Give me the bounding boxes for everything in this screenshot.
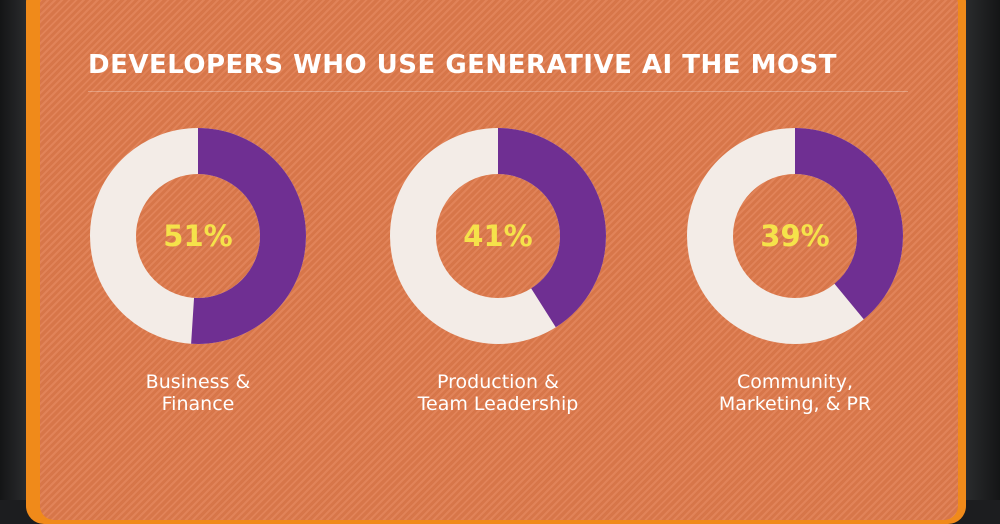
- donut-arc-value: [390, 128, 606, 344]
- percentage-label: 41%: [463, 219, 532, 253]
- category-label-line: Finance: [161, 393, 235, 415]
- category-label-line: Business &: [145, 371, 251, 393]
- donut-arc-value: [687, 128, 903, 344]
- donut-svg: 41%: [390, 128, 606, 344]
- right-dark-margin: [966, 0, 1000, 500]
- category-label: Business & Finance: [78, 371, 318, 415]
- category-label-line: Community,: [736, 371, 853, 393]
- infographic-card: [40, 0, 958, 520]
- left-dark-margin: [0, 0, 26, 500]
- donut-arc-value: [90, 128, 306, 344]
- donut-chart-production-team-leadership: 41% Production & Team Leadership: [378, 128, 618, 428]
- donut-svg: 39%: [687, 128, 903, 344]
- donut-chart-community-marketing-pr: 39% Community, Marketing, & PR: [675, 128, 915, 428]
- category-label: Community, Marketing, & PR: [675, 371, 915, 415]
- donut-svg: 51%: [90, 128, 306, 344]
- category-label-line: Marketing, & PR: [718, 393, 872, 415]
- category-label-line: Production &: [437, 371, 559, 393]
- category-label-line: Team Leadership: [417, 393, 579, 415]
- percentage-label: 51%: [163, 219, 232, 253]
- chart-title: DEVELOPERS WHO USE GENERATIVE AI THE MOS…: [88, 50, 838, 80]
- percentage-label: 39%: [760, 219, 829, 253]
- title-divider: [88, 91, 908, 92]
- donut-chart-business-finance: 51% Business & Finance: [78, 128, 318, 428]
- category-label: Production & Team Leadership: [378, 371, 618, 415]
